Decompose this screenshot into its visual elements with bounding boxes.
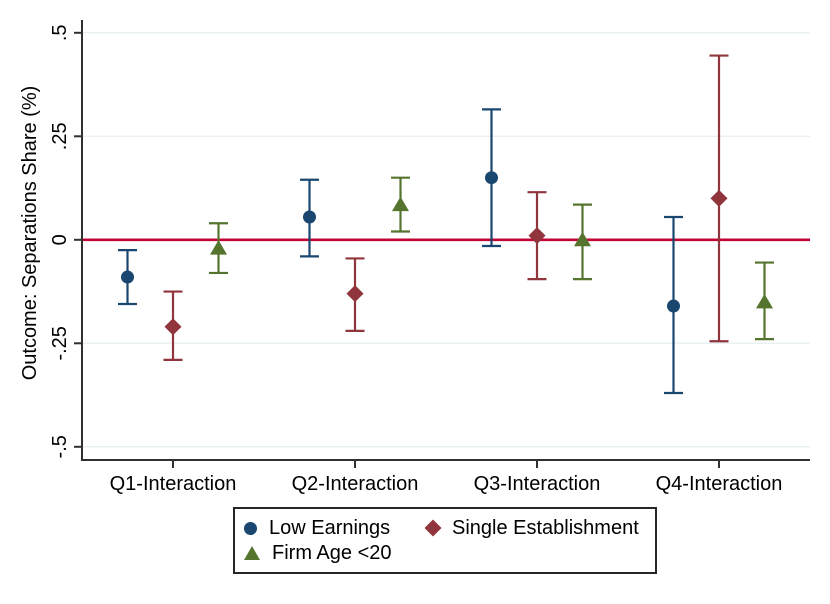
data-point-circle: [485, 171, 498, 185]
legend: Low Earnings Single Establishment Firm A…: [233, 507, 657, 574]
data-point-diamond: [346, 285, 364, 303]
data-point-triangle: [392, 196, 409, 212]
data-point-diamond: [164, 318, 182, 336]
legend-label-firm-age: Firm Age <20: [272, 542, 392, 564]
data-point-circle: [667, 299, 680, 313]
legend-item-firm-age: Firm Age <20: [244, 543, 426, 563]
y-axis-title: Outcome: Separations Share (%): [19, 86, 41, 381]
data-point-triangle: [574, 231, 591, 247]
diamond-marker-icon: [424, 519, 442, 537]
y-tick-label: -.25: [49, 326, 71, 360]
y-tick-label: 0: [49, 234, 71, 245]
x-tick-label: Q3-Interaction: [474, 473, 601, 495]
legend-item-low-earnings: Low Earnings: [244, 518, 426, 538]
y-tick-label: -.5: [49, 435, 71, 458]
x-tick-label: Q4-Interaction: [656, 473, 783, 495]
data-point-circle: [121, 270, 134, 284]
x-tick-label: Q1-Interaction: [110, 473, 237, 495]
legend-label-low-earnings: Low Earnings: [269, 517, 391, 539]
data-point-circle: [303, 210, 316, 224]
data-point-diamond: [528, 227, 546, 245]
x-tick-label: Q2-Interaction: [292, 473, 419, 495]
triangle-marker-icon: [244, 546, 260, 560]
data-point-triangle: [210, 240, 227, 255]
legend-label-single-establishment: Single Establishment: [452, 517, 639, 539]
data-point-triangle: [756, 293, 773, 309]
legend-item-single-establishment: Single Establishment: [424, 517, 651, 539]
data-point-diamond: [710, 189, 728, 207]
y-tick-label: .25: [49, 122, 71, 150]
y-tick-label: .5: [49, 24, 71, 41]
circle-marker-icon: [244, 521, 257, 535]
